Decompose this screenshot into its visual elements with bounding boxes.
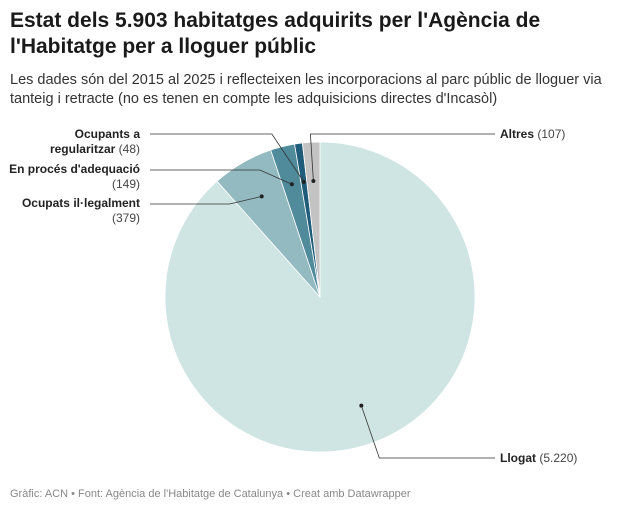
leader-dot [311,178,316,183]
slice-label: Ocupants a regularitzar (48) [8,127,140,157]
leader-line [150,196,262,205]
leader-dot [359,403,364,408]
legend-label: Llogat [500,451,536,465]
leader-line [150,169,293,185]
value-label: (379) [111,211,140,225]
pie-slice [164,141,476,453]
leader-line [309,133,495,181]
chart-footer: Gràfic: ACN • Font: Agència de l'Habitat… [10,488,411,500]
value-label: (5.220) [539,451,578,465]
leader-line [150,133,305,183]
leader-dot [289,182,294,187]
legend-label: Ocupants a regularitzar [49,127,140,156]
legend-label: Altres [500,127,535,141]
legend-label: Ocupats il·legalment [21,196,140,210]
slice-label: En procés d'adequació (149) [8,162,140,192]
chart-subtitle: Les dades són del 2015 al 2025 i reflect… [10,72,602,107]
value-label: (48) [118,142,140,156]
leader-dot [301,179,306,184]
leader-line [360,405,495,459]
leader-dot [259,194,264,199]
value-label: (149) [111,177,140,191]
slice-label: Altres (107) [500,127,565,142]
legend-label: En procés d'adequació [9,162,140,176]
slice-label: Llogat (5.220) [500,451,577,466]
slice-label: Ocupats il·legalment (379) [8,196,140,226]
value-label: (107) [537,127,566,141]
chart-title: Estat dels 5.903 habitatges adquirits pe… [10,9,541,58]
